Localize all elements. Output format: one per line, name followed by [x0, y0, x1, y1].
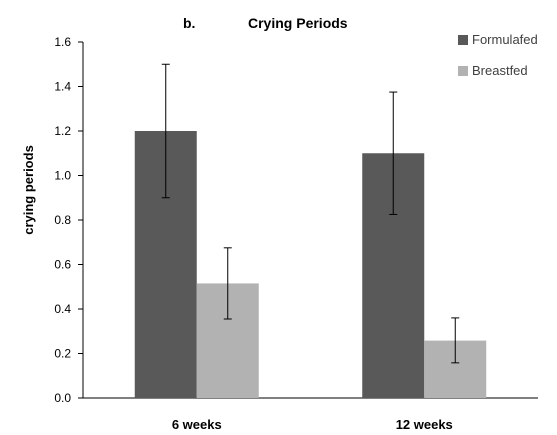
legend-label-formulafed: Formulafed — [472, 32, 538, 47]
chart-title: Crying Periods — [248, 15, 348, 31]
y-tick-label: 0.8 — [54, 213, 71, 227]
error-bars — [161, 63, 460, 364]
x-tick-label: 12 weeks — [396, 417, 453, 432]
y-tick-label: 1.6 — [54, 35, 71, 49]
y-tick-label: 1.4 — [54, 80, 71, 94]
y-tick-label: 0.0 — [54, 391, 71, 405]
y-ticks: 0.0 0.2 0.4 0.6 0.8 1.0 1.2 1.4 1.6 — [54, 35, 83, 405]
y-axis-label: crying periods — [21, 145, 36, 235]
legend: Formulafed Breastfed — [458, 32, 538, 78]
x-ticks: 6 weeks 12 weeks — [172, 417, 453, 432]
y-tick-label: 0.6 — [54, 258, 71, 272]
y-tick-label: 1.2 — [54, 124, 71, 138]
legend-swatch-breastfed — [458, 66, 468, 76]
bars — [134, 131, 487, 398]
x-tick-label: 6 weeks — [172, 417, 222, 432]
y-tick-label: 0.4 — [54, 302, 71, 316]
legend-label-breastfed: Breastfed — [472, 63, 528, 78]
y-tick-label: 1.0 — [54, 169, 71, 183]
legend-swatch-formulafed — [458, 35, 468, 45]
panel-label: b. — [183, 15, 195, 31]
y-tick-label: 0.2 — [54, 347, 71, 361]
